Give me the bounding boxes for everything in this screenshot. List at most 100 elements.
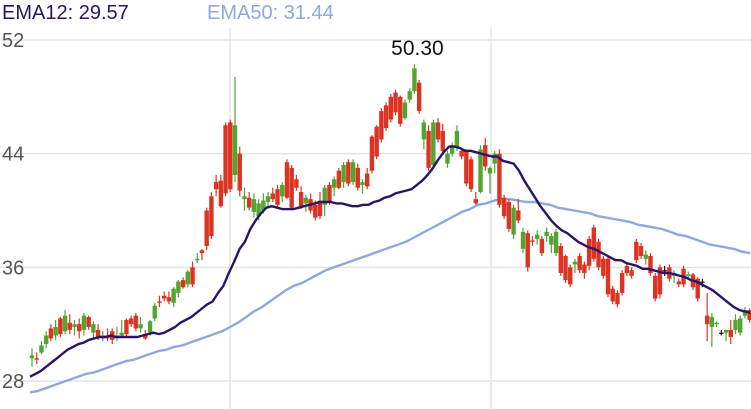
candle-body [643, 254, 648, 259]
candle-body [62, 315, 68, 332]
legend-ema12: EMA12: 29.57 [2, 2, 129, 24]
candle-151 [742, 307, 748, 319]
candle-120 [596, 238, 601, 271]
candle-body [435, 122, 441, 140]
candle-81 [412, 64, 417, 94]
ema12-layer [29, 145, 751, 378]
candle-body [539, 238, 545, 254]
candle-body [86, 317, 91, 328]
candle-body [653, 275, 658, 299]
candle-42 [228, 119, 233, 193]
candle-body [157, 301, 162, 303]
candle-65 [336, 167, 342, 190]
candle-body [67, 322, 72, 330]
candle-26 [152, 302, 157, 322]
candle-129 [638, 243, 644, 259]
candle-35 [195, 253, 200, 264]
candle-body [728, 329, 733, 337]
candle-86 [435, 118, 441, 143]
candle-body [464, 150, 469, 184]
candle-body [586, 238, 592, 266]
candle-body [190, 267, 195, 285]
candle-104 [520, 227, 526, 254]
candle-127 [629, 267, 634, 279]
y-tick-label-1: 44 [2, 144, 24, 166]
candle-77 [393, 89, 398, 116]
candle-body [29, 355, 35, 359]
candle-body [487, 167, 493, 174]
candle-body [468, 159, 474, 190]
candle-body [133, 315, 139, 329]
candle-body [369, 136, 375, 171]
candle-body [393, 92, 398, 113]
candle-101 [506, 199, 512, 232]
candle-body [242, 196, 247, 200]
candle-body [77, 324, 82, 332]
candle-body [223, 125, 228, 194]
candle-body [629, 270, 634, 276]
candle-19 [119, 319, 124, 339]
candle-body [91, 324, 96, 333]
candle-69 [355, 163, 360, 191]
candle-9 [72, 319, 77, 336]
candle-152 [747, 308, 751, 323]
candle-body [700, 281, 705, 283]
candle-body [124, 319, 129, 335]
candle-body [171, 288, 176, 303]
candle-136 [671, 270, 677, 283]
candle-body [317, 200, 323, 217]
candle-body [440, 130, 445, 151]
candle-body [733, 319, 738, 330]
candle-body [284, 162, 290, 198]
candle-103 [516, 199, 521, 224]
candle-body [43, 335, 49, 345]
candle-body [449, 145, 455, 154]
candle-body [374, 126, 379, 157]
candle-body [591, 227, 597, 259]
candle-body [138, 324, 143, 329]
candle-body [350, 162, 356, 183]
candle-body [634, 241, 639, 261]
candle-78 [398, 95, 403, 127]
ema50-layer [29, 197, 751, 394]
candle-148 [728, 319, 733, 345]
candle-body [445, 153, 450, 164]
candle-115 [572, 258, 578, 274]
candle-body [568, 267, 573, 285]
candle-126 [624, 263, 630, 276]
candle-body [563, 255, 568, 281]
candle-30 [171, 287, 176, 308]
legend-ema50: EMA50: 31.44 [207, 2, 334, 24]
candle-body [577, 255, 582, 271]
candle-body [407, 91, 412, 100]
candle-61 [317, 192, 323, 220]
y-tick-label-2: 36 [2, 257, 24, 279]
candle-body [619, 273, 625, 293]
candle-147 [723, 329, 729, 342]
candle-82 [416, 79, 422, 114]
candle-64 [331, 176, 337, 197]
candle-44 [237, 146, 242, 197]
candle-70 [360, 179, 365, 194]
candle-body [431, 122, 436, 166]
candle-body [289, 167, 294, 208]
candle-3 [43, 331, 49, 349]
candle-18 [114, 327, 120, 342]
ema12-line [29, 145, 751, 378]
candle-112 [558, 243, 563, 276]
candle-36 [199, 248, 205, 261]
candle-145 [714, 321, 719, 328]
candle-5 [53, 319, 58, 340]
candle-body [549, 236, 554, 245]
candle-body [704, 315, 710, 325]
candle-body [473, 199, 479, 204]
candle-body [624, 265, 630, 274]
candle-27 [157, 295, 162, 308]
candle-body [544, 231, 549, 237]
candle-body [657, 267, 663, 295]
candle-body [128, 318, 134, 325]
candle-body [322, 187, 327, 205]
candle-body [275, 189, 280, 205]
candle-33 [185, 270, 191, 288]
